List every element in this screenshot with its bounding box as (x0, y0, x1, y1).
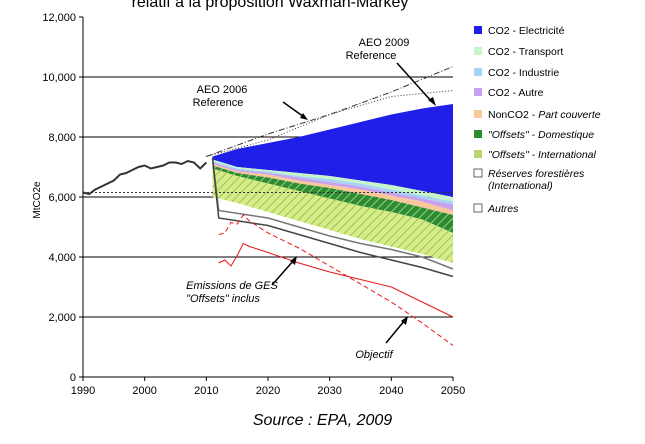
legend-label: "Offsets" - Domestique (488, 129, 594, 141)
y-tick-label: 12,000 (42, 12, 76, 24)
area-co2-autre (212, 162, 453, 211)
y-tick-label: 2,000 (48, 312, 76, 324)
objectif-line (218, 214, 454, 346)
area-co2-electricite (212, 104, 453, 197)
emissions-offsets-line (218, 242, 454, 318)
legend-swatch (474, 26, 482, 34)
arrow-aeo-2009 (396, 62, 433, 103)
y-tick-label: 8,000 (48, 132, 76, 144)
x-tick-label: 2020 (256, 385, 280, 397)
reserves-line (211, 157, 454, 270)
annotation-aeo-2009: AEO 2009 (359, 37, 410, 49)
x-tick-label: 2030 (317, 385, 341, 397)
legend-swatch (474, 130, 482, 138)
annotation-emissions: Emissions de GES (186, 280, 278, 292)
legend-swatch (473, 203, 483, 213)
legend-swatch (474, 88, 482, 96)
legend-swatch (474, 110, 482, 118)
legend-label: CO2 - Transport (488, 46, 563, 58)
arrow-objectif (385, 319, 406, 344)
x-tick-label: 1990 (71, 385, 95, 397)
legend-label: NonCO2 - Part couverte (488, 109, 601, 121)
source-caption: Source : EPA, 2009 (252, 412, 393, 429)
historical-line (82, 159, 208, 196)
legend-label: (International) (488, 180, 553, 192)
autres-line (211, 157, 454, 278)
x-tick-label: 2040 (379, 385, 403, 397)
annotation-objectif: Objectif (355, 349, 393, 361)
x-tick-label: 2000 (132, 385, 156, 397)
arrow-aeo-2006 (282, 101, 305, 118)
y-axis-label: MtCO2e (32, 181, 43, 219)
legend-swatch (474, 47, 482, 55)
legend-swatch (474, 150, 482, 158)
legend-label: Autres (487, 203, 519, 215)
area-offsets-domestique (212, 165, 453, 233)
legend-swatch (474, 68, 482, 76)
legend-label: CO2 - Electricité (488, 25, 565, 37)
y-tick-label: 0 (70, 372, 76, 384)
y-tick-label: 6,000 (48, 192, 76, 204)
arrowhead-aeo-2009 (428, 97, 436, 106)
x-tick-label: 2050 (441, 385, 465, 397)
y-tick-label: 10,000 (42, 72, 76, 84)
annotation-aeo-2006-ref: Reference (193, 97, 244, 109)
legend-label: CO2 - Autre (488, 87, 544, 99)
legend-label: "Offsets" - International (488, 149, 597, 161)
x-tick-label: 2010 (194, 385, 218, 397)
legend-label: Réserves forestières (488, 168, 585, 180)
annotation-offsets-inclus: "Offsets" inclus (186, 293, 260, 305)
arrowhead-emissions (290, 256, 297, 265)
arrowhead-aeo-2006 (300, 113, 308, 120)
area-nonco2 (212, 164, 453, 215)
arrowhead-objectif (401, 316, 408, 325)
annotation-aeo-2006: AEO 2006 (197, 84, 248, 96)
annotation-aeo-2009-ref: Reference (346, 50, 397, 62)
chart-title: relatif à la proposition Waxman-Markey (131, 0, 409, 11)
arrow-emissions (271, 259, 295, 286)
legend-label: CO2 - Industrie (488, 67, 559, 79)
y-tick-label: 4,000 (48, 252, 76, 264)
aeo-2006-line (206, 90, 454, 157)
legend-swatch (473, 168, 483, 178)
